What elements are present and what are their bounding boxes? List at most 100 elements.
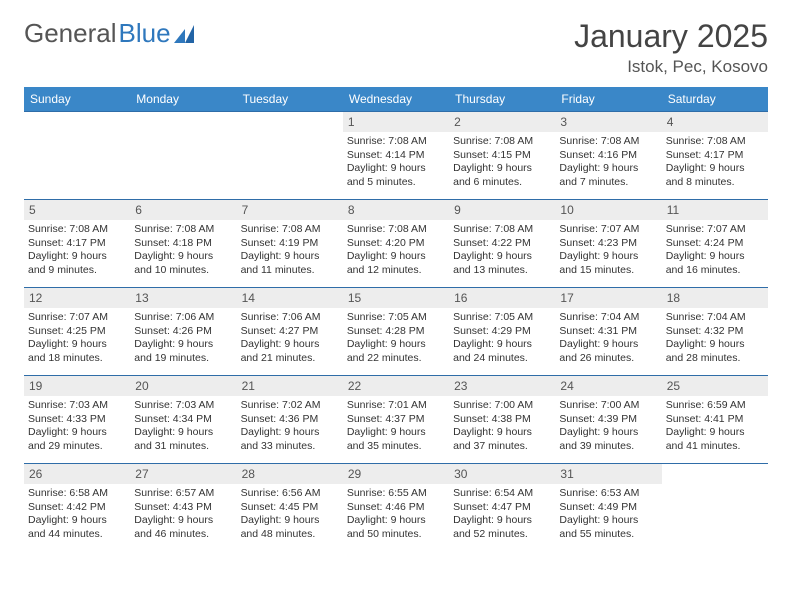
logo-icon <box>174 25 196 43</box>
cell-text: Sunset: 4:36 PM <box>241 413 339 427</box>
cell-text: and 29 minutes. <box>28 440 126 454</box>
calendar-cell: . <box>24 112 130 200</box>
cell-text: and 16 minutes. <box>666 264 764 278</box>
day-number: 26 <box>24 464 130 484</box>
day-number: 2 <box>449 112 555 132</box>
cell-text: Sunrise: 7:04 AM <box>666 311 764 325</box>
calendar-cell: 17Sunrise: 7:04 AMSunset: 4:31 PMDayligh… <box>555 288 661 376</box>
cell-text: Daylight: 9 hours <box>241 250 339 264</box>
cell-text: Sunset: 4:24 PM <box>666 237 764 251</box>
calendar-cell: 8Sunrise: 7:08 AMSunset: 4:20 PMDaylight… <box>343 200 449 288</box>
day-header-row: SundayMondayTuesdayWednesdayThursdayFrid… <box>24 87 768 112</box>
cell-text: Sunset: 4:42 PM <box>28 501 126 515</box>
calendar-cell: 16Sunrise: 7:05 AMSunset: 4:29 PMDayligh… <box>449 288 555 376</box>
header: GeneralBlue January 2025 Istok, Pec, Kos… <box>24 18 768 77</box>
cell-text: and 35 minutes. <box>347 440 445 454</box>
day-header: Sunday <box>24 87 130 112</box>
cell-text: Sunset: 4:20 PM <box>347 237 445 251</box>
cell-text: Sunset: 4:25 PM <box>28 325 126 339</box>
calendar-cell: 21Sunrise: 7:02 AMSunset: 4:36 PMDayligh… <box>237 376 343 464</box>
cell-text: Daylight: 9 hours <box>666 338 764 352</box>
cell-text: and 55 minutes. <box>559 528 657 542</box>
cell-text: Sunrise: 7:00 AM <box>559 399 657 413</box>
cell-text: Daylight: 9 hours <box>347 338 445 352</box>
cell-text: Sunrise: 6:58 AM <box>28 487 126 501</box>
day-number: 1 <box>343 112 449 132</box>
cell-text: Daylight: 9 hours <box>559 162 657 176</box>
calendar-row: 12Sunrise: 7:07 AMSunset: 4:25 PMDayligh… <box>24 288 768 376</box>
cell-text: and 31 minutes. <box>134 440 232 454</box>
cell-text: Sunset: 4:15 PM <box>453 149 551 163</box>
logo-text-2: Blue <box>119 18 171 49</box>
cell-text: Sunset: 4:17 PM <box>28 237 126 251</box>
calendar-cell: 25Sunrise: 6:59 AMSunset: 4:41 PMDayligh… <box>662 376 768 464</box>
calendar-cell: 10Sunrise: 7:07 AMSunset: 4:23 PMDayligh… <box>555 200 661 288</box>
cell-text: and 18 minutes. <box>28 352 126 366</box>
cell-text: Sunset: 4:47 PM <box>453 501 551 515</box>
cell-text: and 52 minutes. <box>453 528 551 542</box>
calendar-cell: 29Sunrise: 6:55 AMSunset: 4:46 PMDayligh… <box>343 464 449 552</box>
cell-text: Daylight: 9 hours <box>347 426 445 440</box>
cell-text: Daylight: 9 hours <box>666 162 764 176</box>
cell-text: and 28 minutes. <box>666 352 764 366</box>
cell-text: Sunrise: 7:00 AM <box>453 399 551 413</box>
cell-text: and 37 minutes. <box>453 440 551 454</box>
cell-text: and 48 minutes. <box>241 528 339 542</box>
calendar-row: ...1Sunrise: 7:08 AMSunset: 4:14 PMDayli… <box>24 112 768 200</box>
calendar-cell: 19Sunrise: 7:03 AMSunset: 4:33 PMDayligh… <box>24 376 130 464</box>
cell-text: Sunset: 4:22 PM <box>453 237 551 251</box>
cell-text: Daylight: 9 hours <box>559 250 657 264</box>
cell-text: Daylight: 9 hours <box>134 338 232 352</box>
logo: GeneralBlue <box>24 18 196 49</box>
calendar-cell: 22Sunrise: 7:01 AMSunset: 4:37 PMDayligh… <box>343 376 449 464</box>
cell-text: Sunrise: 7:01 AM <box>347 399 445 413</box>
cell-text: Sunset: 4:19 PM <box>241 237 339 251</box>
day-number: 28 <box>237 464 343 484</box>
cell-text: and 9 minutes. <box>28 264 126 278</box>
cell-text: Sunset: 4:16 PM <box>559 149 657 163</box>
cell-text: and 19 minutes. <box>134 352 232 366</box>
day-number: 11 <box>662 200 768 220</box>
cell-text: Sunset: 4:27 PM <box>241 325 339 339</box>
cell-text: Sunset: 4:33 PM <box>28 413 126 427</box>
cell-text: Daylight: 9 hours <box>134 250 232 264</box>
day-number: 31 <box>555 464 661 484</box>
calendar-cell: . <box>662 464 768 552</box>
calendar-cell: 4Sunrise: 7:08 AMSunset: 4:17 PMDaylight… <box>662 112 768 200</box>
cell-text: Sunrise: 7:08 AM <box>241 223 339 237</box>
day-number: 18 <box>662 288 768 308</box>
cell-text: and 10 minutes. <box>134 264 232 278</box>
cell-text: Sunset: 4:14 PM <box>347 149 445 163</box>
cell-text: and 15 minutes. <box>559 264 657 278</box>
month-title: January 2025 <box>574 18 768 55</box>
calendar-cell: 28Sunrise: 6:56 AMSunset: 4:45 PMDayligh… <box>237 464 343 552</box>
day-number: 3 <box>555 112 661 132</box>
cell-text: Daylight: 9 hours <box>28 250 126 264</box>
cell-text: Daylight: 9 hours <box>666 426 764 440</box>
cell-text: Sunset: 4:23 PM <box>559 237 657 251</box>
calendar-cell: 5Sunrise: 7:08 AMSunset: 4:17 PMDaylight… <box>24 200 130 288</box>
day-number: 6 <box>130 200 236 220</box>
calendar-cell: 12Sunrise: 7:07 AMSunset: 4:25 PMDayligh… <box>24 288 130 376</box>
cell-text: Daylight: 9 hours <box>28 426 126 440</box>
cell-text: Sunset: 4:39 PM <box>559 413 657 427</box>
calendar-cell: 26Sunrise: 6:58 AMSunset: 4:42 PMDayligh… <box>24 464 130 552</box>
cell-text: and 13 minutes. <box>453 264 551 278</box>
cell-text: Sunset: 4:46 PM <box>347 501 445 515</box>
cell-text: and 50 minutes. <box>347 528 445 542</box>
cell-text: Sunset: 4:37 PM <box>347 413 445 427</box>
calendar-cell: . <box>237 112 343 200</box>
cell-text: Sunrise: 6:57 AM <box>134 487 232 501</box>
cell-text: Sunset: 4:49 PM <box>559 501 657 515</box>
cell-text: Daylight: 9 hours <box>347 250 445 264</box>
day-number: 23 <box>449 376 555 396</box>
calendar-cell: 14Sunrise: 7:06 AMSunset: 4:27 PMDayligh… <box>237 288 343 376</box>
calendar-body: ...1Sunrise: 7:08 AMSunset: 4:14 PMDayli… <box>24 112 768 552</box>
cell-text: Sunset: 4:41 PM <box>666 413 764 427</box>
day-number: 9 <box>449 200 555 220</box>
cell-text: Sunset: 4:34 PM <box>134 413 232 427</box>
cell-text: Sunrise: 7:07 AM <box>559 223 657 237</box>
cell-text: Daylight: 9 hours <box>453 162 551 176</box>
cell-text: Sunrise: 6:56 AM <box>241 487 339 501</box>
cell-text: Sunrise: 7:06 AM <box>241 311 339 325</box>
